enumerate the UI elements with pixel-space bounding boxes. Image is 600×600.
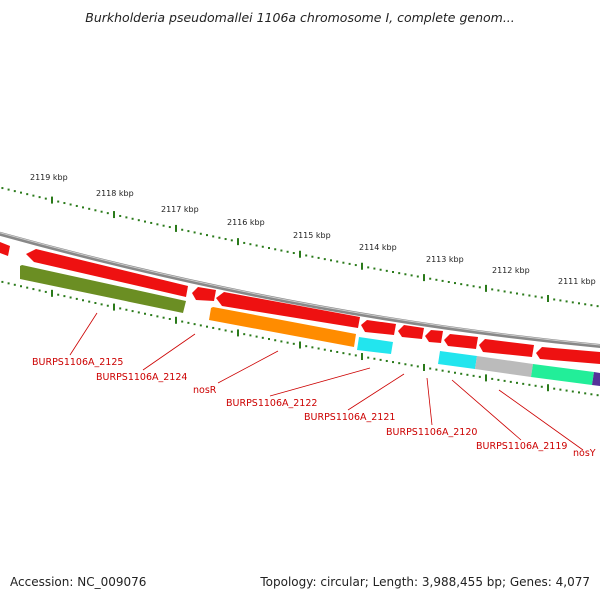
gene-label[interactable]: BURPS1106A_2122 — [226, 398, 317, 409]
kbp-label: 2112 kbp — [492, 266, 530, 275]
callout-line — [498, 389, 584, 451]
cds-arrow[interactable] — [425, 330, 443, 343]
gene-bar-purple[interactable] — [592, 372, 600, 386]
gene-bar-spring-green[interactable] — [531, 364, 594, 385]
kbp-label: 2115 kbp — [293, 231, 331, 240]
callout-line — [269, 367, 371, 397]
callout-line — [69, 312, 98, 356]
callout-line — [451, 379, 522, 441]
gene-labels: BURPS1106A_2125 BURPS1106A_2124 nosR BUR… — [32, 357, 596, 459]
gene-bar-cyan[interactable] — [438, 351, 477, 369]
cds-arrow[interactable] — [444, 334, 478, 349]
kbp-label: 2111 kbp — [558, 277, 596, 286]
callout-line — [142, 333, 196, 371]
cds-arrow[interactable] — [192, 287, 216, 301]
kbp-label: 2117 kbp — [161, 205, 199, 214]
cds-arrow[interactable] — [0, 242, 10, 256]
kbp-label: 2118 kbp — [96, 189, 134, 198]
gene-bar-gray[interactable] — [475, 356, 533, 377]
topology-text: Topology: circular; Length: 3,988,455 bp… — [260, 575, 590, 589]
forward-strand-genes — [0, 242, 600, 364]
kbp-label: 2113 kbp — [426, 255, 464, 264]
gene-bar-orange[interactable] — [209, 307, 356, 347]
gene-bar-olive[interactable] — [20, 265, 186, 313]
callout-line — [217, 350, 279, 384]
cds-arrow[interactable] — [536, 347, 600, 364]
gene-bar-cyan[interactable] — [357, 337, 393, 354]
backbone-circle — [0, 231, 600, 349]
backbone-highlight — [0, 232, 600, 346]
kbp-label: 2119 kbp — [30, 173, 68, 182]
kbp-label: 2114 kbp — [359, 243, 397, 252]
gene-label[interactable]: BURPS1106A_2124 — [96, 372, 187, 383]
outer-tick-ruler — [1, 187, 599, 308]
inner-tick-ruler — [1, 280, 599, 397]
label-callouts — [69, 312, 584, 451]
cds-arrow[interactable] — [479, 339, 534, 357]
cds-arrow[interactable] — [26, 249, 188, 297]
kbp-labels: 2119 kbp 2118 kbp 2117 kbp 2116 kbp 2115 kbp… — [30, 173, 596, 286]
gene-label[interactable]: BURPS1106A_2120 — [386, 427, 477, 438]
gene-label[interactable]: nosR — [193, 385, 217, 396]
gene-label[interactable]: BURPS1106A_2125 — [32, 357, 123, 368]
gene-label[interactable]: BURPS1106A_2121 — [304, 412, 395, 423]
accession-text: Accession: NC_009076 — [10, 575, 147, 589]
kbp-label: 2116 kbp — [227, 218, 265, 227]
cds-arrow[interactable] — [216, 292, 360, 328]
callout-line — [426, 377, 433, 426]
callout-line — [347, 373, 405, 411]
gene-label[interactable]: nosY — [573, 448, 596, 459]
cds-arrow[interactable] — [361, 320, 396, 335]
reverse-strand-genes — [20, 265, 600, 386]
gene-label[interactable]: BURPS1106A_2119 — [476, 441, 567, 452]
cds-arrow[interactable] — [398, 325, 424, 339]
map-title: Burkholderia pseudomallei 1106a chromoso… — [85, 10, 515, 25]
